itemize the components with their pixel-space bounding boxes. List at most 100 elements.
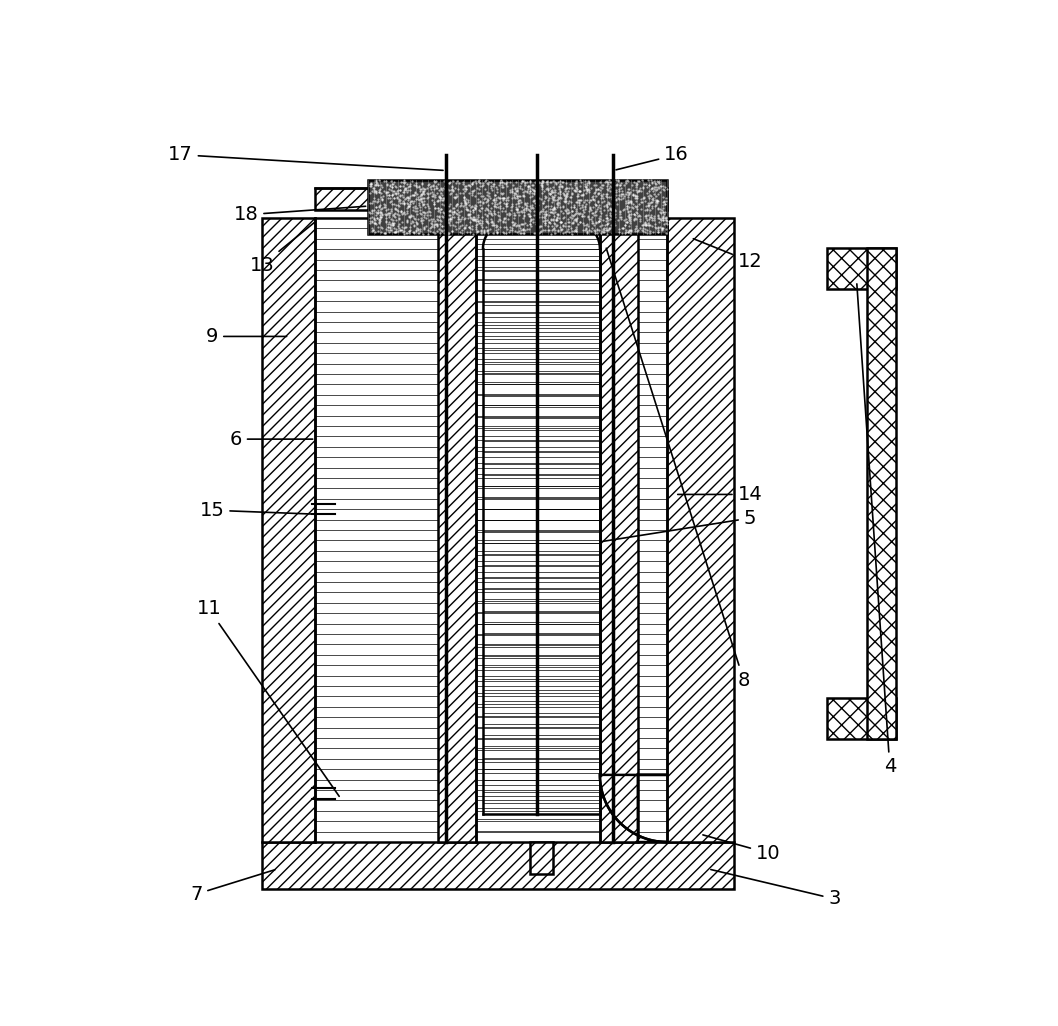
Point — [497, 196, 514, 212]
Point — [482, 222, 499, 238]
Point — [398, 226, 415, 242]
Point — [476, 206, 493, 223]
Point — [627, 182, 644, 198]
Point — [645, 207, 662, 224]
Point — [537, 207, 554, 224]
Point — [398, 175, 415, 192]
Point — [522, 173, 539, 190]
Point — [422, 219, 439, 235]
Point — [477, 200, 494, 216]
Point — [600, 202, 617, 219]
Point — [506, 210, 523, 227]
Point — [498, 221, 515, 237]
Point — [381, 216, 398, 233]
Point — [599, 222, 616, 238]
Point — [427, 212, 444, 229]
Point — [604, 180, 621, 196]
Point — [523, 211, 540, 228]
Point — [620, 206, 637, 223]
Point — [630, 222, 646, 238]
Point — [438, 216, 455, 233]
Point — [384, 196, 401, 212]
Point — [544, 190, 561, 206]
Point — [385, 207, 402, 224]
Point — [402, 222, 419, 238]
Point — [652, 201, 669, 218]
Point — [467, 172, 484, 189]
Point — [412, 204, 428, 221]
Point — [413, 210, 430, 227]
Point — [486, 191, 503, 207]
Point — [395, 174, 412, 191]
Point — [494, 200, 511, 216]
Point — [472, 211, 489, 228]
Point — [445, 203, 462, 220]
Point — [579, 182, 596, 198]
Point — [419, 203, 436, 220]
Point — [655, 196, 672, 212]
Point — [630, 183, 646, 199]
Point — [541, 186, 558, 202]
Point — [626, 187, 643, 203]
Point — [409, 189, 426, 205]
Point — [604, 199, 621, 215]
Point — [567, 201, 584, 218]
Point — [506, 207, 523, 224]
Point — [442, 213, 459, 230]
Point — [552, 219, 569, 235]
Point — [656, 179, 673, 195]
Point — [573, 173, 590, 190]
Point — [496, 174, 513, 191]
Point — [578, 220, 595, 236]
Point — [519, 200, 536, 216]
Point — [473, 215, 490, 232]
Point — [620, 185, 637, 201]
Point — [614, 190, 631, 206]
Point — [382, 205, 399, 222]
Point — [433, 222, 450, 238]
Point — [493, 185, 510, 201]
Point — [536, 211, 553, 228]
Point — [501, 219, 518, 235]
Point — [620, 218, 637, 234]
Point — [513, 174, 530, 191]
Point — [414, 215, 431, 232]
Point — [474, 177, 491, 194]
Point — [377, 210, 394, 227]
Point — [558, 175, 574, 192]
Point — [581, 201, 598, 218]
Point — [397, 190, 414, 206]
Point — [529, 224, 546, 240]
Point — [479, 176, 496, 193]
Point — [587, 182, 604, 198]
Point — [402, 207, 419, 224]
Point — [583, 223, 600, 239]
Point — [458, 181, 475, 197]
Point — [509, 183, 526, 199]
Point — [643, 172, 660, 189]
Point — [435, 208, 452, 225]
Point — [527, 173, 544, 190]
Point — [536, 215, 553, 232]
Point — [636, 216, 653, 233]
Point — [385, 207, 402, 224]
Point — [411, 179, 427, 195]
Bar — [261, 218, 315, 842]
Text: 17: 17 — [168, 146, 443, 170]
Point — [467, 200, 484, 216]
Point — [645, 173, 662, 190]
Point — [458, 224, 475, 240]
Point — [402, 177, 419, 194]
Point — [444, 180, 461, 196]
Point — [564, 214, 581, 231]
Point — [614, 184, 631, 200]
Point — [554, 209, 571, 226]
Point — [522, 203, 539, 220]
Point — [510, 193, 527, 209]
Point — [493, 186, 510, 202]
Point — [385, 224, 402, 240]
Point — [508, 201, 525, 218]
Point — [600, 211, 617, 228]
Point — [396, 220, 413, 236]
Point — [536, 216, 553, 233]
